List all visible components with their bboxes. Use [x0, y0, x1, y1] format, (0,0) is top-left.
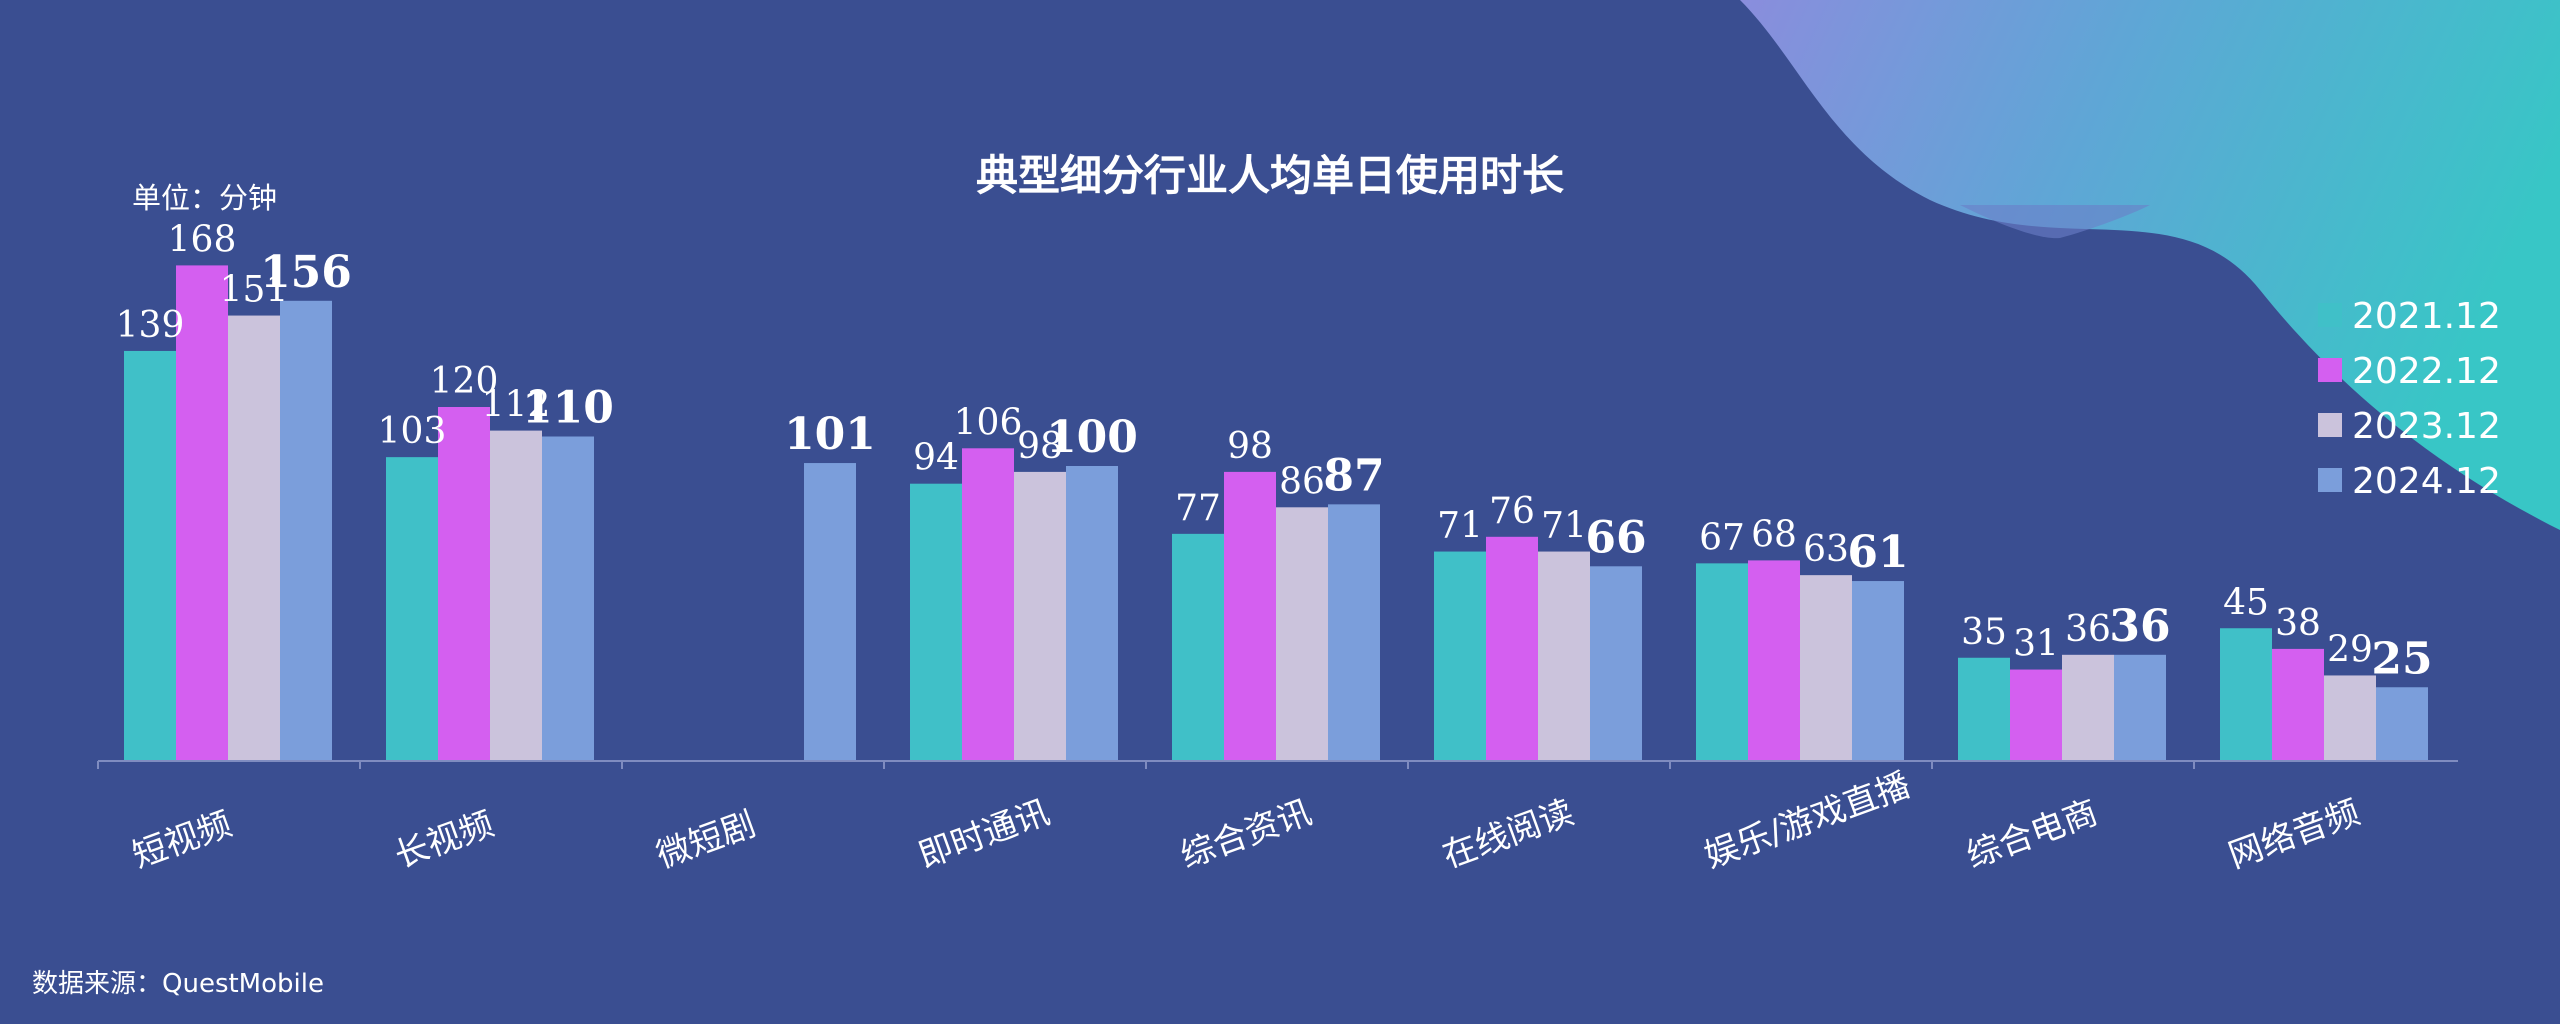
- value-label: 139: [116, 305, 185, 346]
- source-label: 数据来源：QuestMobile: [32, 969, 324, 999]
- legend-label: 2024.12: [2352, 461, 2501, 502]
- bar: [1328, 504, 1380, 761]
- bar: [176, 265, 228, 761]
- bar: [2062, 654, 2114, 761]
- value-label: 71: [1541, 506, 1587, 547]
- value-label: 156: [260, 247, 352, 298]
- x-tick-label: 综合电商: [1961, 792, 2102, 876]
- value-label: 112: [482, 385, 551, 426]
- value-label: 29: [2327, 629, 2373, 670]
- bar: [1066, 466, 1118, 761]
- x-tick-label: 长视频: [389, 804, 499, 876]
- bar: [386, 457, 438, 761]
- legend-swatch: [2318, 413, 2342, 437]
- bar: [1852, 581, 1904, 761]
- bar: [2376, 687, 2428, 761]
- value-label: 120: [430, 361, 499, 402]
- value-label: 94: [913, 438, 959, 479]
- value-label: 36: [2065, 609, 2111, 650]
- value-label: 38: [2275, 603, 2321, 644]
- value-label: 61: [1847, 527, 1908, 578]
- value-label: 101: [784, 409, 876, 460]
- legend-swatch: [2318, 358, 2342, 382]
- bar: [804, 463, 856, 761]
- x-tick-label: 微短剧: [651, 804, 761, 876]
- value-label: 71: [1437, 506, 1483, 547]
- x-axis: 短视频 长视频 微短剧 即时通讯 综合资讯 在线阅读 娱乐/游戏直播 综合电商 网络音频: [97, 760, 2458, 876]
- x-tick-label: 综合资讯: [1175, 792, 1316, 876]
- bar: [1276, 507, 1328, 761]
- bar: [1172, 533, 1224, 761]
- value-label: 35: [1961, 612, 2007, 653]
- bar: [228, 315, 280, 761]
- bar: [542, 436, 594, 761]
- bar: [962, 448, 1014, 761]
- bar: [1800, 575, 1852, 761]
- bar: [1014, 471, 1066, 761]
- bar: [1434, 551, 1486, 761]
- legend-label: 2021.12: [2352, 296, 2501, 337]
- bar: [490, 430, 542, 761]
- x-tick-label: 网络音频: [2223, 792, 2364, 876]
- value-label: 110: [522, 383, 614, 434]
- value-label: 103: [378, 411, 447, 452]
- value-label: 67: [1699, 517, 1745, 558]
- legend: 2021.12 2022.12 2023.12 2024.12: [2318, 296, 2501, 502]
- value-label: 25: [2371, 633, 2432, 684]
- bar: [1696, 563, 1748, 761]
- bar: [2272, 648, 2324, 761]
- bar: [1538, 551, 1590, 761]
- value-label: 106: [954, 402, 1023, 443]
- bar: [910, 483, 962, 761]
- unit-label: 单位：分钟: [132, 181, 277, 215]
- bar: [1958, 657, 2010, 761]
- bar: [2010, 669, 2062, 761]
- value-label: 98: [1017, 426, 1063, 467]
- legend-swatch: [2318, 468, 2342, 492]
- bar: [1590, 566, 1642, 761]
- value-label: 98: [1227, 426, 1273, 467]
- bar: [1486, 536, 1538, 761]
- bar: [280, 300, 332, 761]
- bars-group: [124, 265, 2428, 761]
- x-tick-label: 即时通讯: [913, 792, 1054, 876]
- value-label: 36: [2109, 601, 2170, 652]
- value-label: 100: [1046, 412, 1138, 463]
- value-label: 63: [1803, 529, 1849, 570]
- legend-label: 2023.12: [2352, 406, 2501, 447]
- x-tick-label: 短视频: [127, 804, 237, 876]
- bar: [124, 350, 176, 761]
- value-label: 68: [1751, 514, 1797, 555]
- value-label: 87: [1323, 450, 1384, 501]
- value-label: 77: [1175, 488, 1221, 529]
- value-label: 45: [2223, 582, 2269, 623]
- value-label: 31: [2013, 624, 2059, 665]
- bar: [1748, 560, 1800, 761]
- bar: [2220, 628, 2272, 761]
- value-label: 66: [1585, 512, 1646, 563]
- chart-title: 典型细分行业人均单日使用时长: [976, 151, 1564, 200]
- value-label: 151: [220, 270, 289, 311]
- value-label: 86: [1279, 461, 1325, 502]
- bar: [2324, 675, 2376, 761]
- legend-label: 2022.12: [2352, 351, 2501, 392]
- value-label: 76: [1489, 491, 1535, 532]
- decorative-wave: [1740, 0, 2560, 530]
- decorative-wave-shadow: [1960, 205, 2150, 239]
- bar: [1224, 471, 1276, 761]
- legend-swatch: [2318, 303, 2342, 327]
- x-tick-label: 娱乐/游戏直播: [1699, 765, 1915, 876]
- value-label: 168: [168, 219, 237, 260]
- bar: [438, 407, 490, 761]
- x-tick-label: 在线阅读: [1437, 792, 1578, 876]
- bar: [2114, 654, 2166, 761]
